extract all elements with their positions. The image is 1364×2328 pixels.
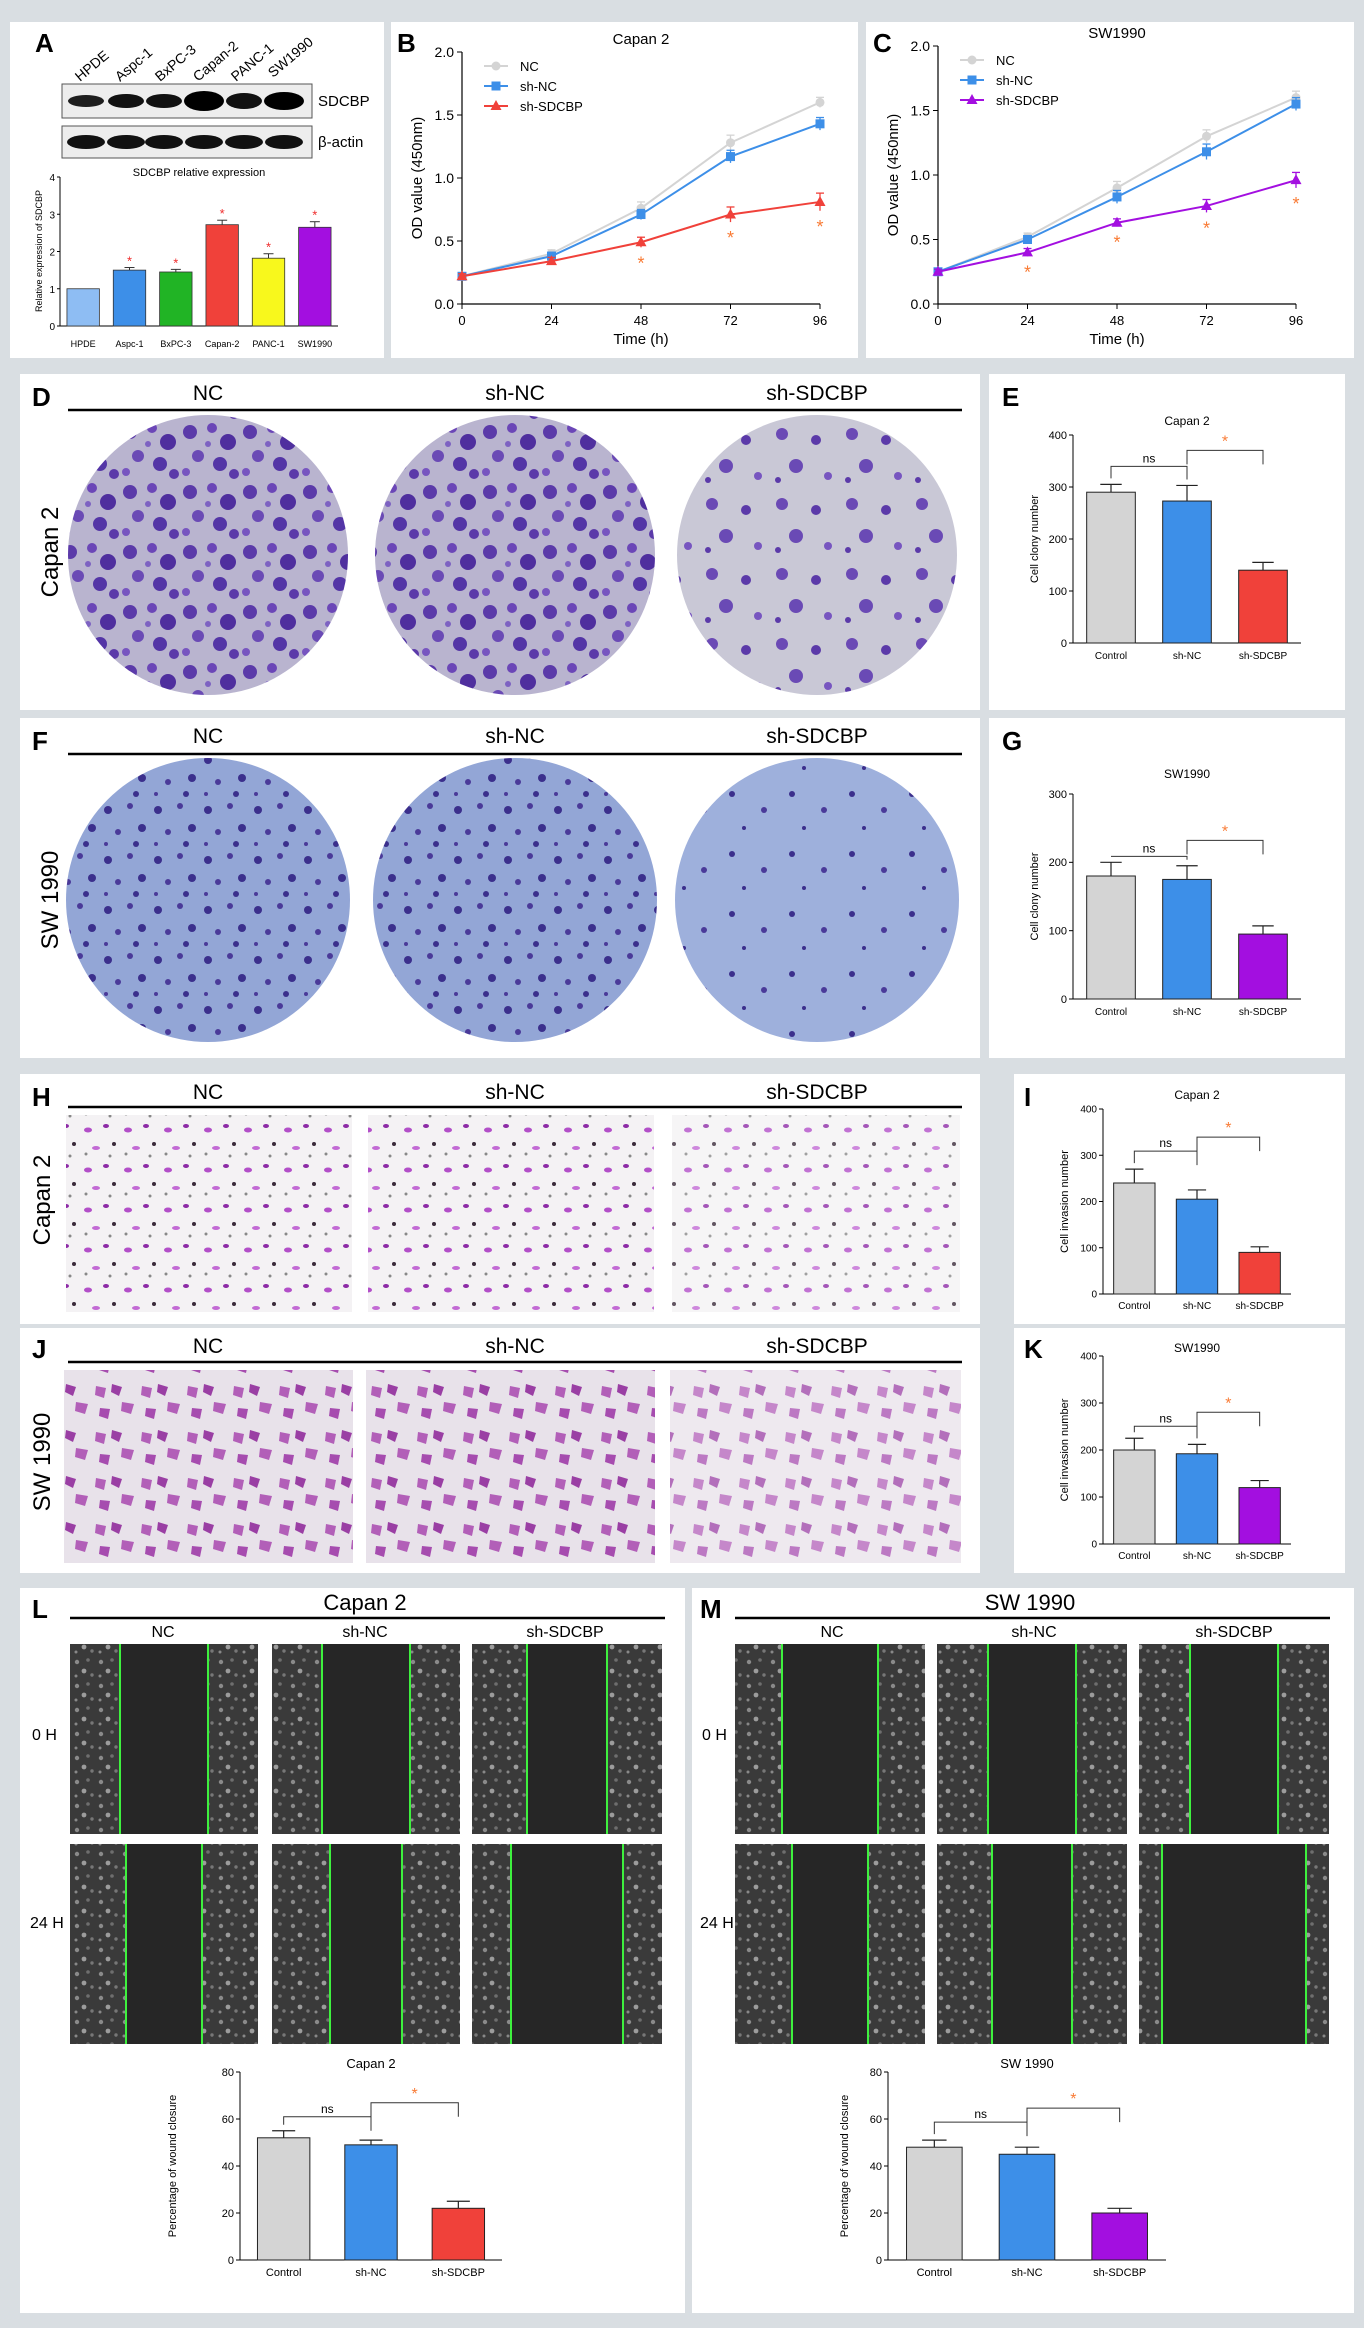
panel-g [989, 718, 1345, 1058]
panel-letter-i: I [1024, 1082, 1032, 1112]
panel-b [391, 22, 858, 358]
panel-e [989, 374, 1345, 710]
panel-letter-g: G [1002, 726, 1023, 756]
panel-letter-h: H [32, 1082, 51, 1112]
panel-k [1014, 1328, 1345, 1573]
panel-m [692, 1588, 1354, 2313]
panel-letter-c: C [873, 28, 892, 58]
panel-letter-m: M [700, 1594, 722, 1624]
panel-letter-j: J [32, 1334, 47, 1364]
panel-f [20, 718, 980, 1058]
panel-c [866, 22, 1354, 358]
panel-j [20, 1328, 980, 1573]
panel-i [1014, 1074, 1345, 1324]
panel-letter-f: F [32, 726, 48, 756]
panel-h [20, 1074, 980, 1324]
panel-letter-e: E [1002, 382, 1020, 412]
panel-letter-k: K [1024, 1334, 1043, 1364]
panel-d [20, 374, 980, 710]
panel-letter-a: A [35, 28, 54, 58]
panel-a [10, 22, 384, 358]
panel-letter-d: D [32, 382, 51, 412]
panel-l [20, 1588, 685, 2313]
panel-letter-b: B [397, 28, 416, 58]
panel-letter-l: L [32, 1594, 48, 1624]
